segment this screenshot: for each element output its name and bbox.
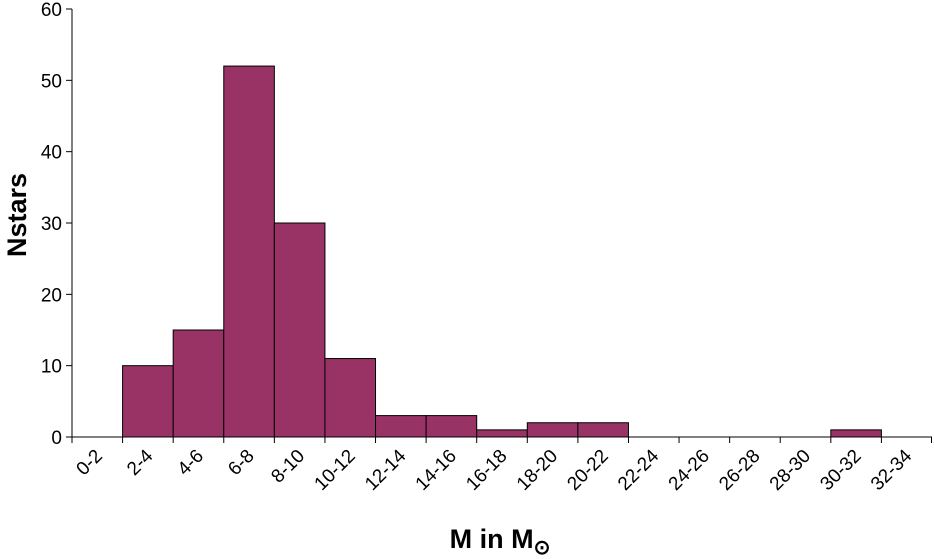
x-tick-label: 10-12 [311,446,360,495]
bar [324,358,377,438]
bar [425,415,478,438]
bar [476,429,528,438]
x-tick-label: 30-32 [816,446,865,495]
x-axis-title-main: M in M [450,524,534,554]
bar [122,365,174,438]
x-axis-title-sub: ⊙ [534,537,551,559]
x-tick-label: 18-20 [513,446,562,495]
x-tick-label: 26-28 [715,446,764,495]
x-tick-label: 14-16 [412,446,461,495]
x-tick-label: 6-8 [224,446,258,480]
x-tick-label: 0-2 [73,446,107,480]
x-tick-label: 12-14 [361,445,411,495]
y-tick-label: 0 [51,428,62,449]
x-axis-title: M in M⊙ [450,524,551,559]
bar [577,422,629,438]
bar [375,415,427,438]
x-tick-label: 28-30 [766,446,815,495]
y-tick-label: 40 [41,143,62,164]
bar [172,329,225,438]
x-tick-label: 32-34 [867,445,917,495]
y-tick-label: 30 [41,214,62,235]
bar [273,222,326,438]
bar [526,422,579,438]
x-tick-label: 20-22 [563,446,612,495]
x-tick-label: 22-24 [614,445,664,495]
y-tick-label: 50 [41,71,62,92]
x-tick-label: 16-18 [462,446,511,495]
x-tick-label: 4-6 [174,446,208,480]
y-tick-label: 60 [41,0,62,21]
x-tick-label: 2-4 [123,445,158,480]
y-tick-label: 20 [41,285,62,306]
bar [830,429,882,438]
y-axis-title: Nstars [2,173,32,257]
y-tick-label: 10 [41,357,62,378]
bar [223,65,275,438]
x-tick-label: 24-26 [665,446,714,495]
x-tick-label: 8-10 [267,446,309,488]
